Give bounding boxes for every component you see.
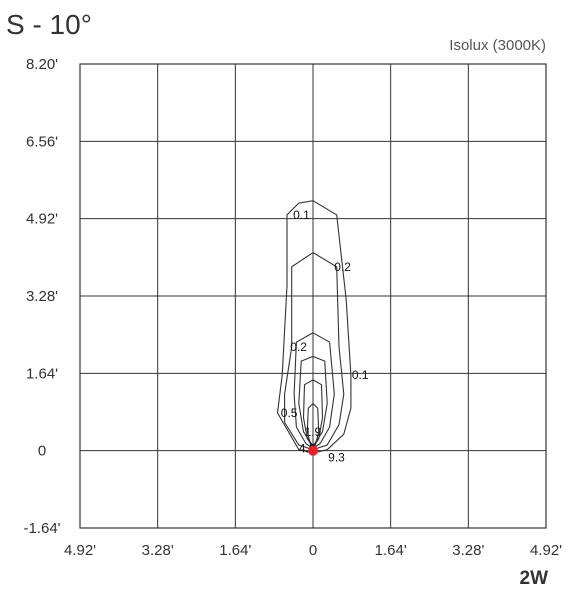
y-axis-ticks: 8.20' 6.56' 4.92' 3.28' 1.64' 0 -1.64' [23,56,60,537]
y-tick-label: -1.64' [23,520,60,537]
contour-label: 0.2 [334,260,351,274]
x-tick-label: 4.92' [64,542,96,559]
chart-title: S - 10° [6,9,92,40]
x-tick-label: 3.28' [452,542,484,559]
grid [79,63,547,529]
x-tick-label: 1.64' [219,542,251,559]
x-tick-label: 3.28' [142,542,174,559]
light-source-marker [308,445,318,456]
chart-subtitle: Isolux (3000K) [449,37,546,54]
power-label: 2W [520,568,549,589]
contour-label: 9.3 [328,451,345,465]
x-tick-label: 1.64' [375,542,407,559]
y-tick-label: 4.92' [26,211,58,228]
plot-frame [79,63,547,529]
y-tick-label: 1.64' [26,365,58,382]
contour-label: 0.1 [293,208,310,222]
contour-label: 1.9 [304,425,321,439]
x-axis-ticks: 4.92' 3.28' 1.64' 0 1.64' 3.28' 4.92' [64,542,562,559]
contour-label: 0.1 [352,368,369,382]
contour-label: 0.5 [281,406,298,420]
contour-label: 0.2 [290,340,307,354]
contour-labels: 0.10.20.20.10.51.94.69.3 [281,208,369,465]
x-tick-label: 4.92' [530,542,562,559]
y-tick-label: 0 [38,443,46,460]
x-tick-label: 0 [309,542,317,559]
y-tick-label: 6.56' [26,133,58,150]
y-tick-label: 3.28' [26,288,58,305]
y-tick-label: 8.20' [26,56,58,73]
